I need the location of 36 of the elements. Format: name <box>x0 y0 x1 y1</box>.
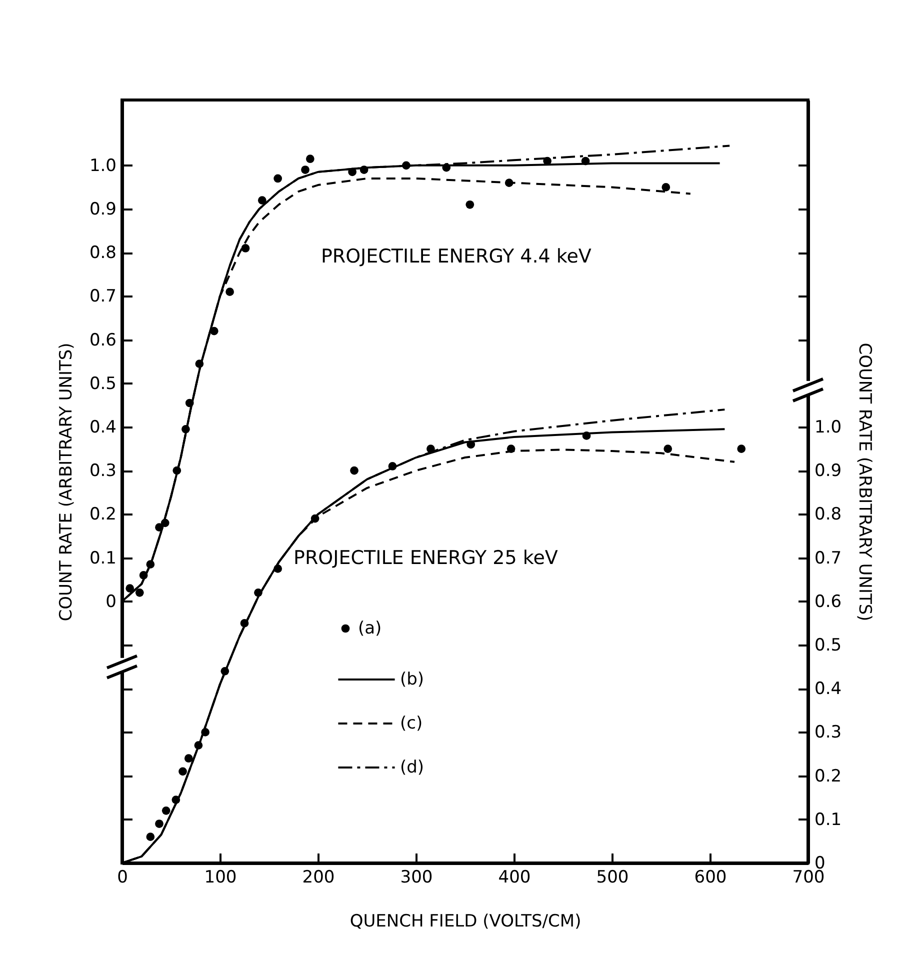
y-tick-label: 1.0 <box>89 156 116 176</box>
y-tick-label: 0.1 <box>89 548 116 568</box>
x-tick-label: 200 <box>302 868 335 888</box>
x-tick-label: 100 <box>204 868 237 888</box>
y2-tick-label: 0.6 <box>814 592 842 612</box>
y-tick-label: 0.6 <box>89 330 116 350</box>
y2-tick-label: 0.3 <box>814 722 842 743</box>
legend-label: (c) <box>400 714 423 734</box>
y2-tick-label: 0.5 <box>814 636 842 656</box>
y2-tick-label: 0.8 <box>814 504 842 525</box>
y2-tick-label: 1.0 <box>814 418 842 438</box>
x-axis-title: QUENCH FIELD (VOLTS/CM) <box>350 912 582 932</box>
y-tick-label: 0.7 <box>89 286 116 307</box>
x-tick-label: 400 <box>498 868 531 888</box>
y-axis-title: COUNT RATE (ARBITRARY UNITS) <box>56 342 76 622</box>
y-tick-label: 0.2 <box>89 504 116 525</box>
x-tick-label: 300 <box>400 868 433 888</box>
y2-tick-label: 0.7 <box>814 548 842 568</box>
y-tick-label: 0.4 <box>89 418 116 438</box>
y-tick-label: 0.9 <box>89 200 116 220</box>
y-tick-label: 0.8 <box>89 243 116 264</box>
x-tick-label: 600 <box>694 868 727 888</box>
y2-axis-title: COUNT RATE (ARBITRARY UNITS) <box>854 342 875 622</box>
legend-label: (d) <box>400 758 424 778</box>
legend-label: (b) <box>400 670 424 690</box>
y-tick-label: 0.3 <box>89 461 116 482</box>
y-tick-label: 0.5 <box>89 374 116 394</box>
y2-tick-label: 0.1 <box>814 810 842 830</box>
annotation: PROJECTILE ENERGY 25 keV <box>294 546 558 569</box>
y2-tick-label: 0.4 <box>814 679 842 700</box>
legend-label: (a) <box>358 618 382 638</box>
y2-tick-label: 0.9 <box>814 461 842 482</box>
y-tick-label: 0 <box>106 592 116 612</box>
x-tick-label: 500 <box>596 868 629 888</box>
y2-tick-label: 0.2 <box>814 766 842 786</box>
annotation: PROJECTILE ENERGY 4.4 keV <box>320 245 592 268</box>
